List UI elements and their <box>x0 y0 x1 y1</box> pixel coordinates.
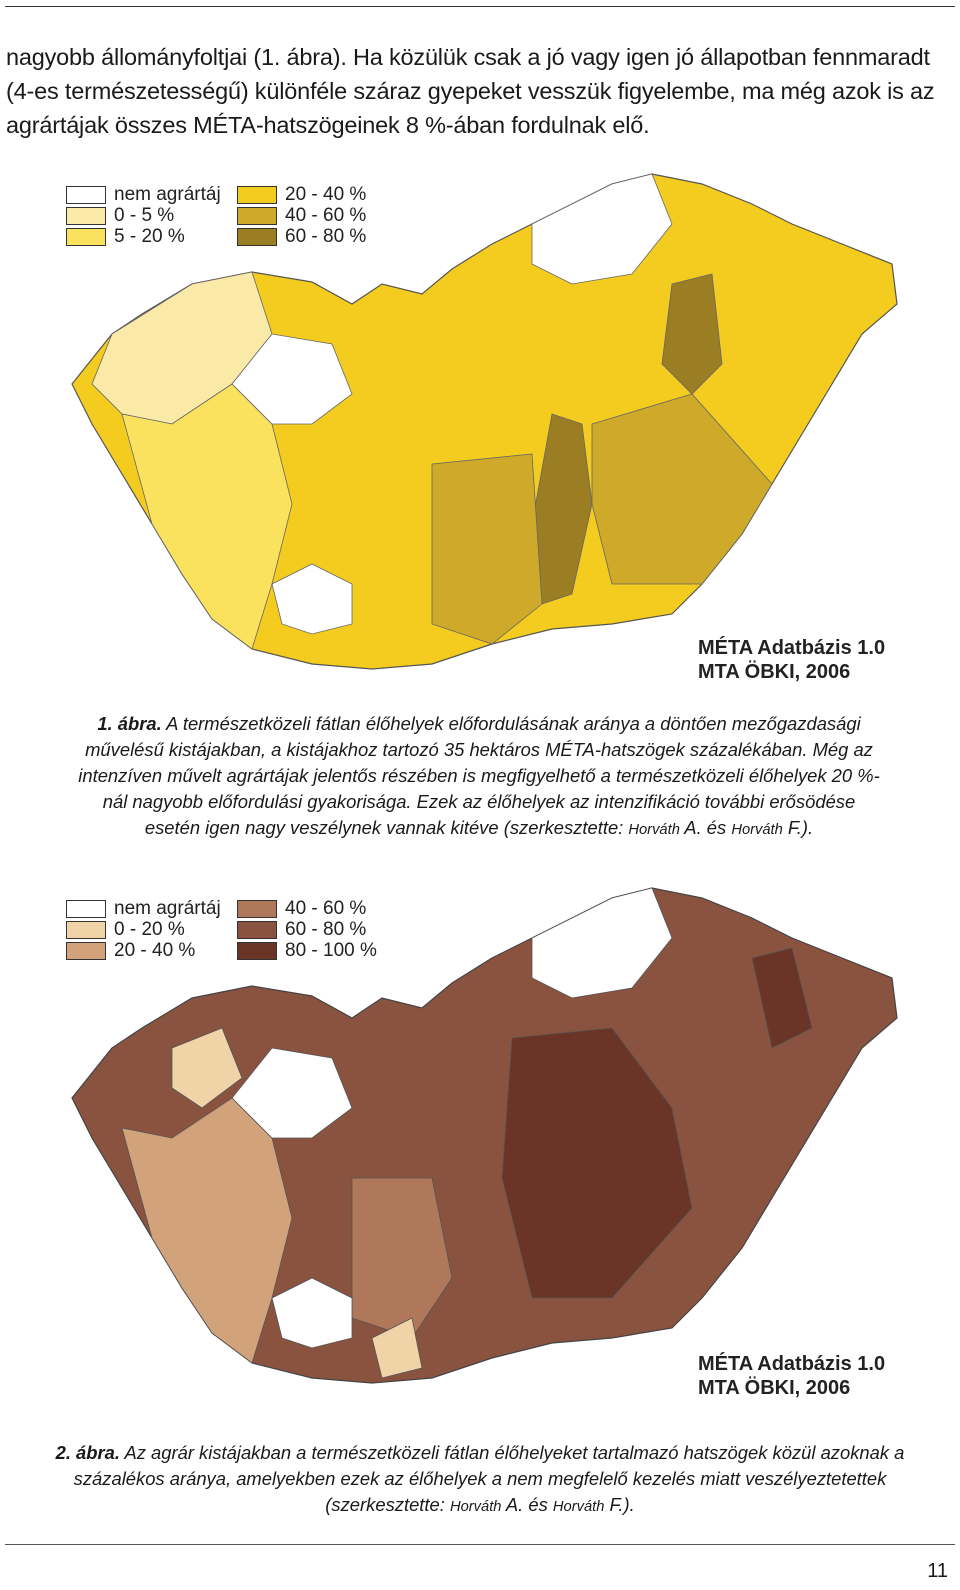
region-white-transdanubia <box>231 333 353 425</box>
legend-label: 80 - 100 % <box>285 940 377 961</box>
legend-swatch-pale <box>66 206 106 225</box>
legend-swatch-light <box>66 920 106 939</box>
legend-swatch-dark-brown <box>237 920 277 939</box>
source-line-1: MÉTA Adatbázis 1.0 <box>698 637 886 659</box>
legend-label: 20 - 40 % <box>114 940 196 961</box>
region-darkest-center <box>501 1027 693 1299</box>
legend-item: 20 - 40 % <box>237 184 366 205</box>
legend-label: 40 - 60 % <box>285 898 367 919</box>
legend-label: 60 - 80 % <box>285 226 367 247</box>
legend-item: nem agrártáj <box>66 184 221 205</box>
bottom-rule <box>5 1544 955 1545</box>
region-white-balaton <box>271 563 353 635</box>
legend-label: nem agrártáj <box>114 898 221 919</box>
legend-label: 5 - 20 % <box>114 226 185 247</box>
legend-item: 60 - 80 % <box>237 226 366 247</box>
legend-label: 60 - 80 % <box>285 919 367 940</box>
author-surname: Horváth <box>552 1499 605 1515</box>
legend-item: 60 - 80 % <box>237 919 377 940</box>
legend-item: nem agrártáj <box>66 898 221 919</box>
figure1-map-svg <box>71 173 898 670</box>
legend-item: 40 - 60 % <box>237 898 377 919</box>
author-initial: A. és <box>679 817 732 838</box>
region-white-transdanubia <box>231 1047 353 1139</box>
figure1-caption: 1. ábra. A természetközeli fátlan élőhel… <box>74 711 884 843</box>
region-light-south <box>371 1317 423 1379</box>
legend-item: 5 - 20 % <box>66 226 221 247</box>
legend-item: 40 - 60 % <box>237 205 366 226</box>
source-line-2: MTA ÖBKI, 2006 <box>698 661 851 683</box>
author-surname: Horváth <box>449 1499 502 1515</box>
legend-swatch-brown <box>237 899 277 918</box>
intro-paragraph: nagyobb állományfoltjai (1. ábra). Ha kö… <box>6 44 935 138</box>
region-white-balaton <box>271 1277 353 1349</box>
top-rule <box>5 6 955 7</box>
legend-item: 80 - 100 % <box>237 940 377 961</box>
legend-label: 20 - 40 % <box>285 184 367 205</box>
legend-label: 0 - 5 % <box>114 205 175 226</box>
region-light-west <box>171 1027 243 1109</box>
author-initial: F.). <box>604 1494 635 1515</box>
legend-swatch-yellow <box>237 185 277 204</box>
author-initial: F.). <box>782 817 814 838</box>
legend-swatch-darkest-brown <box>237 941 277 960</box>
source-line-2: MTA ÖBKI, 2006 <box>698 1377 851 1399</box>
region-darkest-east <box>751 947 813 1049</box>
author-initial: A. és <box>501 1494 553 1515</box>
author-surname: Horváth <box>731 822 783 838</box>
region-white-north <box>531 173 673 285</box>
figure1-source: MÉTA Adatbázis 1.0 MTA ÖBKI, 2006 <box>698 636 885 684</box>
figure2-legend-left: nem agrártáj 0 - 20 % 20 - 40 % <box>66 898 221 961</box>
figure2-source: MÉTA Adatbázis 1.0 MTA ÖBKI, 2006 <box>698 1352 885 1400</box>
legend-item: 0 - 5 % <box>66 205 221 226</box>
page-number: 11 <box>927 1560 948 1582</box>
legend-swatch-light <box>66 227 106 246</box>
region-mid-southeast <box>591 393 773 585</box>
author-surname: Horváth <box>628 822 680 838</box>
legend-swatch-dark-ochre <box>237 227 277 246</box>
legend-swatch-white <box>66 899 106 918</box>
figure2-map <box>52 878 916 1418</box>
caption-label: 1. ábra. <box>97 713 162 734</box>
caption-text: A természetközeli fátlan élőhelyek előfo… <box>78 713 880 838</box>
source-line-1: MÉTA Adatbázis 1.0 <box>698 1353 886 1375</box>
region-white-north <box>531 887 673 999</box>
caption-text: Az agrár kistájakban a természetközeli f… <box>73 1442 905 1515</box>
legend-label: 40 - 60 % <box>285 205 367 226</box>
figure1-legend-right: 20 - 40 % 40 - 60 % 60 - 80 % <box>237 184 366 247</box>
legend-swatch-white <box>66 185 106 204</box>
legend-label: 0 - 20 % <box>114 919 185 940</box>
caption-label: 2. ábra. <box>55 1442 120 1463</box>
legend-item: 0 - 20 % <box>66 919 221 940</box>
region-dark-east <box>661 273 723 395</box>
figure2-legend-right: 40 - 60 % 60 - 80 % 80 - 100 % <box>237 898 377 961</box>
figure1-legend-left: nem agrártáj 0 - 5 % 5 - 20 % <box>66 184 221 247</box>
legend-label: nem agrártáj <box>114 184 221 205</box>
legend-item: 20 - 40 % <box>66 940 221 961</box>
legend-swatch-ochre <box>237 206 277 225</box>
region-mid-south <box>431 453 543 645</box>
figure2-map-svg <box>71 887 898 1384</box>
legend-swatch-tan <box>66 941 106 960</box>
region-tan-southwest <box>351 1177 453 1339</box>
figure1-map <box>52 164 916 704</box>
figure2-caption: 2. ábra. Az agrár kistájakban a természe… <box>36 1440 924 1520</box>
